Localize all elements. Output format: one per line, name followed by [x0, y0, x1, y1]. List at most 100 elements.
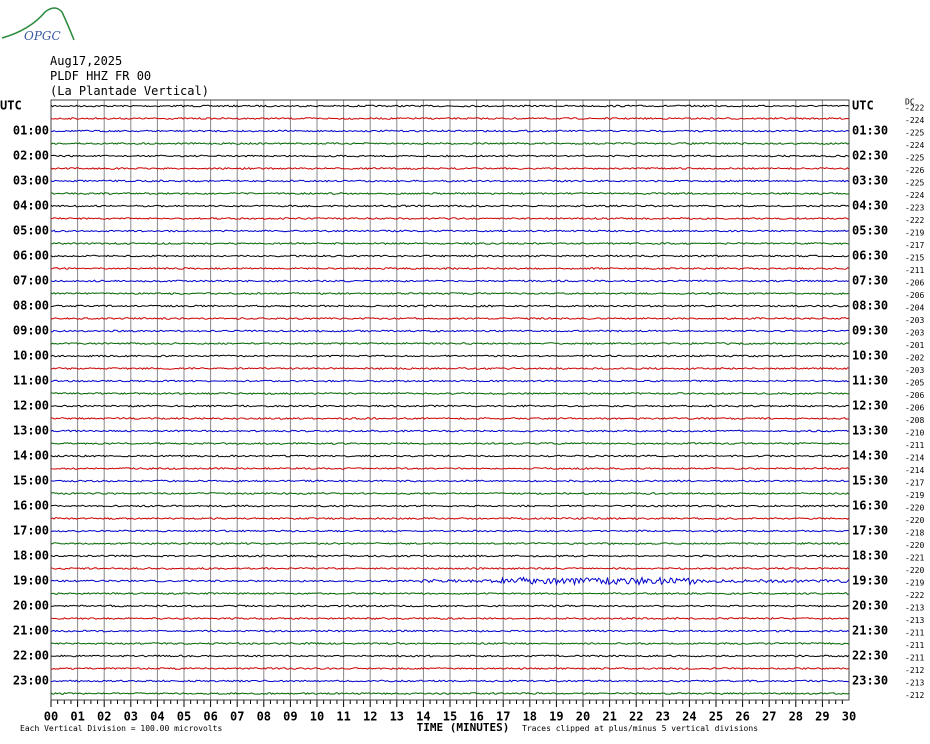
x-tick-label: 24	[682, 710, 696, 724]
x-tick-label: 11	[336, 710, 350, 724]
hour-label: 02:00	[13, 149, 49, 163]
half-hour-label: 10:30	[852, 349, 888, 363]
trace	[50, 667, 850, 670]
dc-value: -211	[905, 654, 924, 663]
trace	[50, 254, 850, 258]
trace	[50, 104, 850, 108]
dc-value: -203	[905, 316, 924, 325]
dc-value: -226	[905, 166, 924, 175]
half-hour-label: 02:30	[852, 149, 888, 163]
dc-value: -220	[905, 541, 924, 550]
x-tick-label: 10	[310, 710, 324, 724]
trace	[50, 304, 850, 308]
station: PLDF HHZ FR 00	[50, 69, 151, 83]
half-hour-label: 12:30	[852, 399, 888, 413]
clip-note: Traces clipped at plus/minus 5 vertical …	[522, 724, 758, 733]
trace	[50, 517, 850, 520]
hour-label: 18:00	[13, 549, 49, 563]
dc-value: -211	[905, 641, 924, 650]
trace	[50, 417, 850, 420]
trace	[50, 129, 850, 133]
half-hour-label: 17:30	[852, 524, 888, 538]
x-tick-label: 26	[735, 710, 749, 724]
hour-label: 06:00	[13, 249, 49, 263]
dc-value: -213	[905, 679, 924, 688]
trace	[50, 429, 850, 433]
hour-label: 05:00	[13, 224, 49, 238]
trace	[50, 379, 850, 383]
trace	[50, 204, 850, 208]
trace	[50, 191, 850, 196]
trace	[50, 692, 850, 695]
dc-value: -225	[905, 154, 924, 163]
dc-value: -221	[905, 554, 924, 563]
x-tick-label: 07	[230, 710, 244, 724]
trace	[50, 229, 850, 233]
x-tick-label: 14	[416, 710, 430, 724]
hour-label: 16:00	[13, 499, 49, 513]
dc-value: -222	[905, 591, 924, 600]
x-tick-label: 19	[549, 710, 563, 724]
x-tick-label: 21	[602, 710, 616, 724]
x-tick-label: 03	[124, 710, 138, 724]
plot-frame	[50, 99, 850, 701]
axis-title: TIME (MINUTES)	[417, 721, 510, 734]
half-hour-label: 04:30	[852, 199, 888, 213]
trace	[50, 454, 850, 458]
trace	[50, 242, 850, 245]
dc-value: -217	[905, 241, 924, 250]
half-hour-label: UTC	[852, 99, 874, 113]
trace	[50, 217, 850, 220]
x-tick-label: 02	[97, 710, 111, 724]
hour-label: 08:00	[13, 299, 49, 313]
trace	[50, 629, 850, 633]
dc-value: -211	[905, 629, 924, 638]
trace	[50, 504, 850, 508]
trace	[50, 279, 850, 283]
trace	[50, 367, 850, 371]
dc-value: -224	[905, 141, 924, 150]
site: (La Plantade Vertical)	[50, 84, 209, 98]
hour-label: 09:00	[13, 324, 49, 338]
logo-text: OPGC	[24, 29, 61, 43]
dc-value: -201	[905, 341, 924, 350]
hour-label: 04:00	[13, 199, 49, 213]
dc-value: -225	[905, 129, 924, 138]
dc-value: -219	[905, 491, 924, 500]
half-hour-label: 08:30	[852, 299, 888, 313]
trace	[50, 554, 849, 558]
trace	[50, 654, 850, 658]
half-hour-label: 21:30	[852, 624, 888, 638]
dc-value: -206	[905, 291, 924, 300]
x-tick-label: 23	[656, 710, 670, 724]
dc-value: -211	[905, 266, 924, 275]
hour-label: 03:00	[13, 174, 49, 188]
half-hour-label: 19:30	[852, 574, 888, 588]
dc-value: -206	[905, 404, 924, 413]
x-tick-label: 08	[257, 710, 271, 724]
dc-value: -210	[905, 429, 924, 438]
dc-value: -208	[905, 416, 924, 425]
trace	[50, 492, 850, 495]
trace	[50, 592, 850, 595]
trace	[51, 154, 850, 158]
dc-value: -213	[905, 604, 924, 613]
x-tick-label: 00	[44, 710, 58, 724]
hour-label: 21:00	[13, 624, 49, 638]
dc-value: -219	[905, 229, 924, 238]
trace	[50, 604, 850, 608]
dc-value: -218	[905, 529, 924, 538]
hour-label: 15:00	[13, 474, 49, 488]
dc-value: -219	[905, 579, 924, 588]
x-tick-label: 15	[443, 710, 457, 724]
dc-value: -206	[905, 279, 924, 288]
dc-value: -203	[905, 329, 924, 338]
dc-value: -224	[905, 191, 924, 200]
dc-value: -220	[905, 504, 924, 513]
dc-value: -224	[905, 116, 924, 125]
dc-value: -225	[905, 179, 924, 188]
half-hour-label: 11:30	[852, 374, 888, 388]
dc-value: -212	[905, 666, 924, 675]
dc-value: -206	[905, 391, 924, 400]
